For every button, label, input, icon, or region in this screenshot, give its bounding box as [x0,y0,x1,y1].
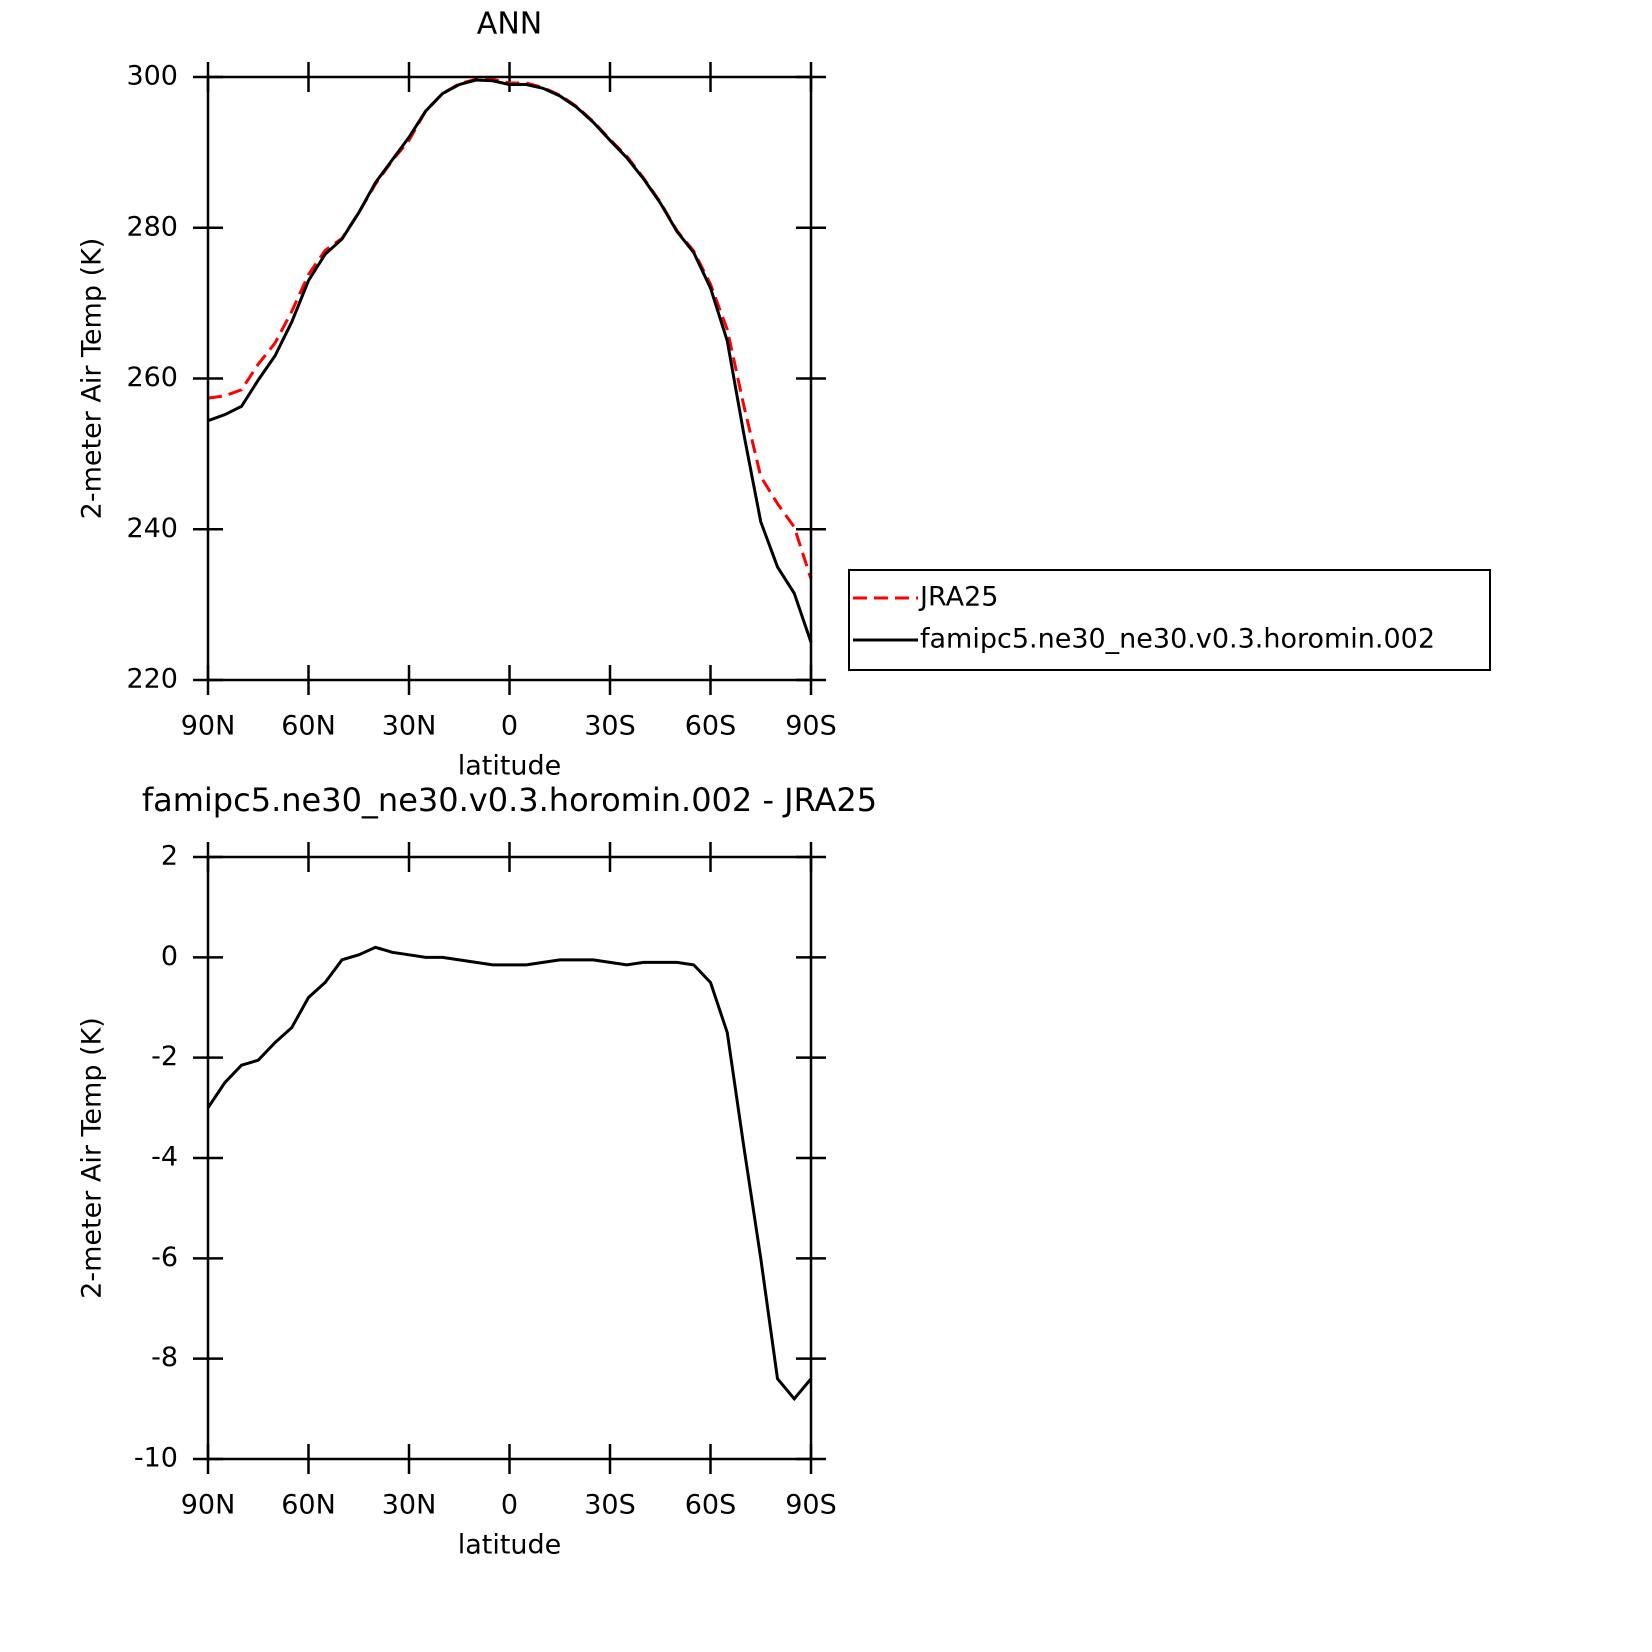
x-tick-label: 90S [785,1490,837,1521]
legend-label: JRA25 [918,582,998,613]
legend-label: famipc5.ne30_ne30.v0.3.horomin.002 [920,624,1435,655]
legend-box [848,569,1491,671]
y-tick-label: 2 [161,841,178,872]
x-tick-label: 0 [501,1490,518,1521]
data-line [206,945,813,1402]
y-tick-label: 260 [126,362,178,393]
y-tick-label: -4 [151,1142,178,1173]
y-tick-label: 220 [126,664,178,695]
y-tick-label: 0 [161,941,178,972]
x-tick-label: 60N [281,711,336,742]
y-tick-label: -8 [151,1342,178,1373]
x-axis-label: latitude [458,1530,562,1561]
x-tick-label: 30N [382,711,437,742]
y-tick-label: -10 [134,1443,178,1474]
y-tick-label: -2 [151,1041,178,1072]
x-tick-label: 60N [281,1490,336,1521]
x-tick-label: 30S [584,1490,636,1521]
chart-title: famipc5.ne30_ne30.v0.3.horomin.002 - JRA… [142,781,877,819]
x-tick-label: 30N [382,1490,437,1521]
x-axis-label: latitude [458,751,562,782]
x-tick-label: 90S [785,711,837,742]
x-tick-label: 0 [501,711,518,742]
x-tick-label: 90N [181,1490,236,1521]
chart-title: ANN [477,7,542,42]
data-line [207,77,813,580]
x-tick-label: 90N [181,711,236,742]
plot-frame [206,855,813,1461]
y-axis-label: 2-meter Air Temp (K) [77,238,108,520]
y-axis-label: 2-meter Air Temp (K) [77,1017,108,1299]
y-tick-label: -6 [151,1242,178,1273]
y-tick-label: 280 [126,211,178,242]
x-tick-label: 60S [685,1490,737,1521]
plot-frame [206,75,813,682]
y-tick-label: 300 [126,61,178,92]
y-tick-label: 240 [126,513,178,544]
data-line [207,78,813,643]
x-tick-label: 30S [584,711,636,742]
x-tick-label: 60S [685,711,737,742]
